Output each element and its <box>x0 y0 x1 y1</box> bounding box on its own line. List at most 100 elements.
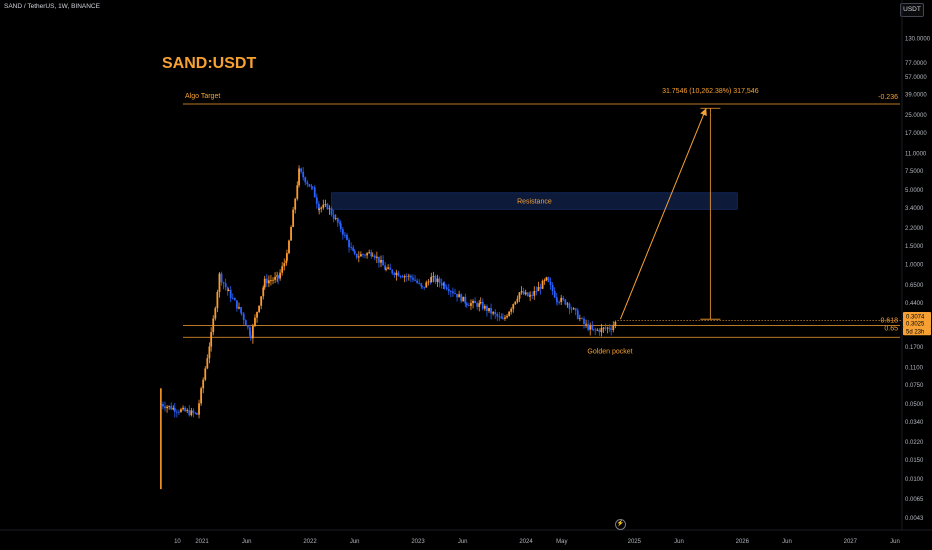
candle-body <box>602 327 605 329</box>
x-tick-label: Jun <box>782 539 792 545</box>
candle-body <box>373 255 376 258</box>
candle-body <box>336 218 339 223</box>
candle-body <box>353 250 356 254</box>
candle-body <box>206 358 209 369</box>
candle-body <box>357 256 360 258</box>
y-tick-label: 17.0000 <box>905 131 927 137</box>
candle-body <box>576 310 579 319</box>
candle-body <box>594 329 597 331</box>
candle-body <box>322 204 325 208</box>
candle-body <box>302 171 305 178</box>
candle-body <box>606 327 609 329</box>
candle-body <box>288 240 290 254</box>
candle-body <box>526 292 529 297</box>
candle-body <box>362 254 364 256</box>
candle-body <box>612 325 615 330</box>
candle-body <box>216 291 219 309</box>
y-tick-label: 7.5000 <box>905 169 924 175</box>
candle-body <box>170 405 173 410</box>
candle-body <box>313 187 316 198</box>
candle-body <box>494 312 497 314</box>
candle-body <box>332 214 335 219</box>
candle-body <box>304 177 307 183</box>
candle-body <box>462 296 465 302</box>
candle-body <box>300 168 303 172</box>
candle-body <box>229 289 232 299</box>
candle-body <box>265 278 268 284</box>
candle-body <box>258 305 261 312</box>
candle-body <box>587 323 590 330</box>
candle-body <box>198 403 200 415</box>
candle-body <box>164 406 166 409</box>
candle-body <box>479 302 482 304</box>
candle-body <box>412 277 414 280</box>
candle-body <box>486 306 488 312</box>
x-tick-label: 2022 <box>303 539 317 545</box>
candle-body <box>240 312 243 314</box>
candle-body <box>328 208 331 210</box>
candle-body <box>543 280 546 281</box>
candle-body <box>346 234 348 240</box>
candle-body <box>393 273 396 276</box>
candle-body <box>359 254 362 257</box>
candle-body <box>218 273 221 292</box>
candle-body <box>508 311 511 316</box>
candle-body <box>231 298 234 299</box>
candle-body <box>192 410 195 413</box>
algo-target-right-label: -0.236 <box>878 94 898 101</box>
candle-body <box>341 229 344 235</box>
y-tick-label: 0.0065 <box>905 497 924 503</box>
candle-body <box>581 318 583 319</box>
candle-body <box>186 410 189 412</box>
price-axis[interactable]: 130.0000 77.0000 57.0000 39.0000 25.0000 17.0… <box>905 37 931 523</box>
price-tag-last: 0.3025 <box>906 321 925 327</box>
candle-body <box>578 318 581 319</box>
candle-body <box>553 291 556 298</box>
candle-body <box>350 247 353 248</box>
candle-body <box>496 313 499 317</box>
candle-body <box>568 303 571 309</box>
candle-body <box>447 289 450 292</box>
candle-body <box>279 272 282 279</box>
time-axis[interactable]: 10 2021 Jun 2022 Jun 2023 Jun 2024 May 2025 Jun 202… <box>174 539 900 545</box>
candle-body <box>294 198 297 210</box>
x-tick-label: Jun <box>890 539 900 545</box>
lightning-icon[interactable]: ⚡ <box>615 519 626 530</box>
candle-body <box>380 259 382 263</box>
candle-body <box>518 292 521 299</box>
candle-body <box>478 303 481 307</box>
candle-body <box>184 407 187 412</box>
candle-body <box>162 404 164 407</box>
y-tick-label: 0.0750 <box>905 383 924 389</box>
candle-body <box>533 291 536 296</box>
candle-body <box>510 308 513 312</box>
y-tick-label: 25.0000 <box>905 113 927 119</box>
candle-body <box>502 318 504 320</box>
candle-body <box>403 276 406 278</box>
candle-body <box>182 407 184 410</box>
candle-body <box>267 280 270 284</box>
candle-body <box>348 239 350 248</box>
candle-body <box>514 301 517 305</box>
candle-body <box>399 276 402 277</box>
candle-body <box>204 368 207 380</box>
candle-body <box>395 272 398 276</box>
candle-body <box>614 321 617 326</box>
candle-body <box>384 265 387 270</box>
candle-body <box>470 303 472 306</box>
candle-body <box>233 298 236 301</box>
candle-body <box>407 275 410 277</box>
candle-body <box>364 254 366 256</box>
candle-body <box>370 252 373 257</box>
candle-body <box>371 255 374 257</box>
candle-body <box>418 282 421 284</box>
x-tick-label: Jun <box>674 539 684 545</box>
candle-body <box>391 269 394 274</box>
candle-body <box>240 307 242 313</box>
currency-button[interactable]: USDT <box>900 3 924 17</box>
candle-body <box>585 323 587 325</box>
candle-body <box>385 268 387 270</box>
candle-body <box>190 410 193 416</box>
